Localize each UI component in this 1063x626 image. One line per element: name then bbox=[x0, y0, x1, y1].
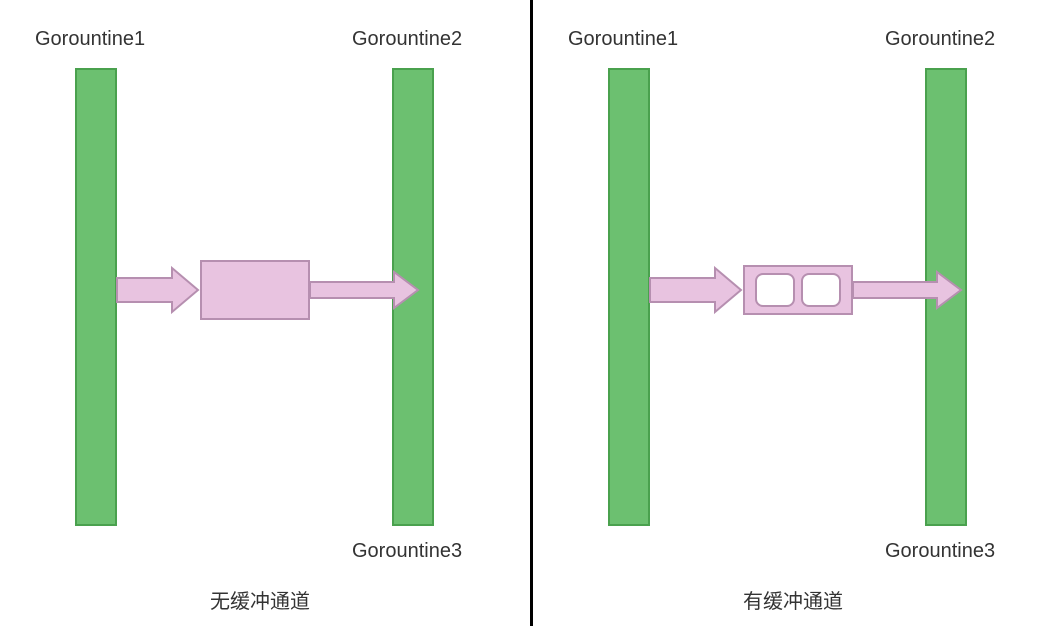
buffered-channel bbox=[743, 265, 853, 315]
buffer-slot bbox=[801, 273, 841, 307]
label-goroutine3: Gorountine3 bbox=[352, 540, 462, 563]
caption-unbuffered: 无缓冲通道 bbox=[210, 585, 310, 614]
arrow-out-icon bbox=[310, 272, 430, 308]
label-goroutine1: Gorountine1 bbox=[35, 28, 145, 51]
label-goroutine2: Gorountine2 bbox=[352, 28, 462, 51]
goroutine1-bar bbox=[608, 68, 650, 526]
arrow-out-icon bbox=[853, 272, 973, 308]
arrow-in-icon bbox=[650, 268, 750, 312]
arrow-in-icon bbox=[117, 268, 207, 312]
unbuffered-channel bbox=[200, 260, 310, 320]
buffer-slot bbox=[755, 273, 795, 307]
label-goroutine2: Gorountine2 bbox=[885, 28, 995, 51]
diagram-container: Gorountine1 Gorountine2 Gorountine3 无缓冲通… bbox=[0, 0, 1063, 626]
label-goroutine1: Gorountine1 bbox=[568, 28, 678, 51]
unbuffered-panel: Gorountine1 Gorountine2 Gorountine3 无缓冲通… bbox=[0, 0, 530, 626]
buffered-panel: Gorountine1 Gorountine2 Gorountine3 有缓冲通… bbox=[533, 0, 1063, 626]
goroutine1-bar bbox=[75, 68, 117, 526]
label-goroutine3: Gorountine3 bbox=[885, 540, 995, 563]
caption-buffered: 有缓冲通道 bbox=[743, 585, 843, 614]
